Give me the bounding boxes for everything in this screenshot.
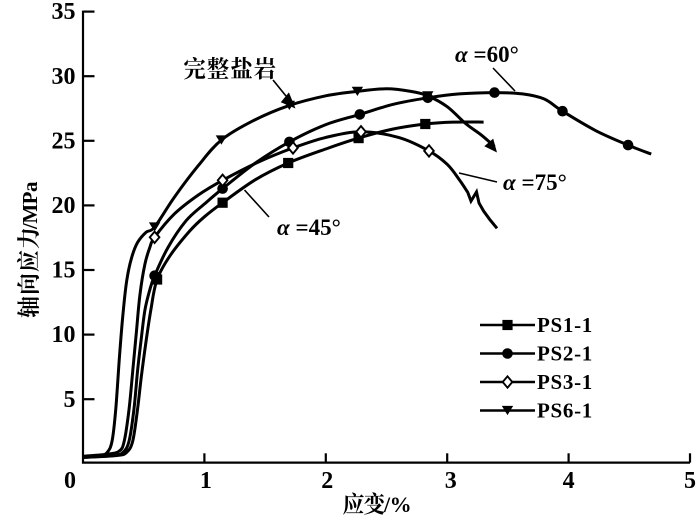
svg-text:PS1-1: PS1-1 <box>537 313 593 337</box>
svg-text:2: 2 <box>321 468 333 494</box>
svg-text:/MPa: /MPa <box>18 181 42 230</box>
svg-text:α =60°: α =60° <box>455 42 519 67</box>
svg-text:PS3-1: PS3-1 <box>537 370 593 394</box>
svg-text:0: 0 <box>64 468 76 494</box>
svg-text:4: 4 <box>563 468 575 494</box>
svg-text:10: 10 <box>52 322 76 348</box>
svg-text:1: 1 <box>200 468 212 494</box>
svg-text:5: 5 <box>684 468 696 494</box>
svg-text:PS6-1: PS6-1 <box>537 399 593 423</box>
svg-text:5: 5 <box>64 387 76 413</box>
svg-text:α =45°: α =45° <box>277 215 341 240</box>
svg-text:α =75°: α =75° <box>503 170 567 195</box>
svg-text:35: 35 <box>52 0 76 25</box>
svg-text:/%: /% <box>383 492 411 517</box>
svg-text:25: 25 <box>52 128 76 154</box>
svg-text:20: 20 <box>52 193 76 219</box>
svg-text:PS2-1: PS2-1 <box>537 342 593 366</box>
svg-text:3: 3 <box>445 468 457 494</box>
svg-text:30: 30 <box>52 64 76 90</box>
svg-text:15: 15 <box>52 258 76 284</box>
